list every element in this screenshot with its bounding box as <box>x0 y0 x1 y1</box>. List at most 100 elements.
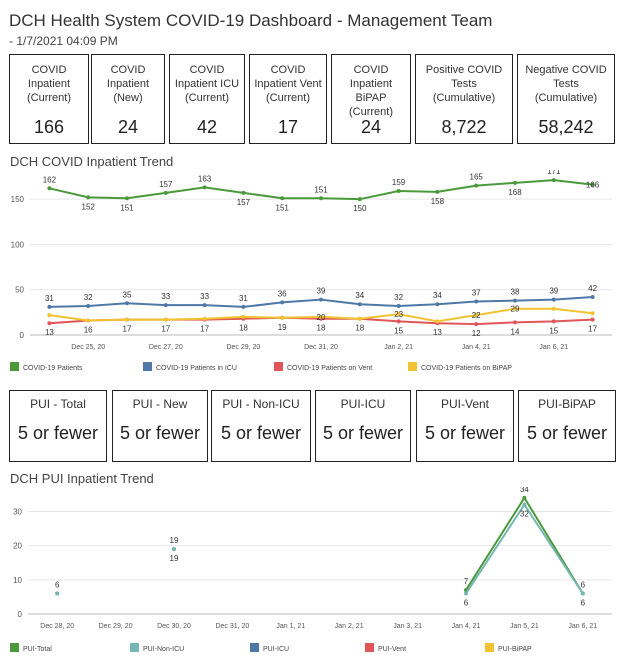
data-point <box>55 591 60 596</box>
legend-label: PUI-Non-ICU <box>143 646 184 653</box>
kpi-label: Positive COVID Tests (Cumulative) <box>425 64 503 104</box>
data-label: 19 <box>170 554 179 563</box>
data-label: 17 <box>200 325 209 334</box>
data-label: 152 <box>82 202 96 211</box>
data-label: 151 <box>276 203 290 212</box>
pui-card: PUI-Vent 5 or fewer <box>416 390 514 462</box>
data-label: 32 <box>84 293 93 302</box>
x-tick-label: Jan 4, 21 <box>462 344 491 351</box>
pui-label: PUI - Total <box>30 397 86 411</box>
kpi-card: COVID Inpatient (Current) 166 <box>9 54 89 144</box>
data-label: 31 <box>45 294 54 303</box>
y-tick-label: 30 <box>13 508 22 517</box>
data-label: 159 <box>392 178 406 187</box>
legend-label: PUI-Total <box>23 646 52 653</box>
kpi-card: COVID Inpatient BiPAP (Current) 24 <box>331 54 411 144</box>
legend-label: COVID-19 Patients in ICU <box>156 365 237 372</box>
kpi-label: Negative COVID Tests (Cumulative) <box>525 64 607 104</box>
y-tick-label: 100 <box>11 240 25 249</box>
y-tick-label: 10 <box>13 576 22 585</box>
x-tick-label: Dec 28, 20 <box>40 623 74 630</box>
data-label: 13 <box>433 328 442 337</box>
data-point <box>172 547 176 552</box>
legend-swatch <box>10 362 19 371</box>
x-tick-label: Dec 31, 20 <box>215 623 249 630</box>
data-label: 6 <box>581 581 586 590</box>
y-tick-label: 20 <box>13 542 22 551</box>
covid-inpatient-trend-chart: 0 50 100 150 Dec 25, 20 Dec 27, 20 Dec 29, 20 D… <box>10 170 612 372</box>
x-tick-label: Dec 29, 20 <box>99 623 133 630</box>
data-label: 32 <box>394 293 403 302</box>
pui-value: 5 or fewer <box>119 423 201 443</box>
data-label: 42 <box>588 284 597 293</box>
data-label: 33 <box>161 292 170 301</box>
legend-swatch <box>274 362 283 371</box>
data-label: 38 <box>511 288 520 297</box>
legend-label: PUI-BiPAP <box>498 646 532 653</box>
kpi-card: COVID Inpatient (New) 24 <box>91 54 165 144</box>
data-label: 6 <box>464 599 469 608</box>
data-label: 7 <box>464 577 469 586</box>
x-tick-label: Dec 30, 20 <box>157 623 191 630</box>
pui-card: PUI - Total 5 or fewer <box>9 390 107 462</box>
pui-label: PUI-BiPAP <box>538 397 596 411</box>
y-tick-label: 50 <box>15 286 24 295</box>
data-label: 157 <box>237 198 251 207</box>
kpi-label: COVID Inpatient ICU (Current) <box>174 64 240 104</box>
data-label: 6 <box>581 599 586 608</box>
data-label: 15 <box>394 326 403 335</box>
kpi-value: 17 <box>277 117 299 137</box>
data-label: 20 <box>317 313 326 322</box>
kpi-value: 58,242 <box>538 117 594 137</box>
data-label: 151 <box>120 203 134 212</box>
data-label: 168 <box>508 188 522 197</box>
data-label: 6 <box>55 581 60 590</box>
x-tick-label: Jan 1, 21 <box>276 623 305 630</box>
x-tick-label: Dec 31, 20 <box>304 344 338 351</box>
series-line <box>49 307 593 323</box>
kpi-label: COVID Inpatient BiPAP (Current) <box>348 64 393 118</box>
legend-label: PUI-ICU <box>263 646 289 653</box>
data-label: 163 <box>198 174 212 183</box>
pui-label: PUI-Vent <box>440 397 490 411</box>
legend-swatch <box>130 643 139 652</box>
x-tick-label: Jan 5, 21 <box>510 623 539 630</box>
legend-label: COVID-19 Patients <box>23 365 83 372</box>
data-label: 37 <box>472 288 481 297</box>
kpi-value: 166 <box>33 117 65 137</box>
x-tick-label: Jan 3, 21 <box>393 623 422 630</box>
data-label: 151 <box>314 185 328 194</box>
data-label: 15 <box>549 326 558 335</box>
data-label: 13 <box>45 328 54 337</box>
data-label: 165 <box>470 173 484 182</box>
data-label: 162 <box>43 175 57 184</box>
data-label: 166 <box>586 181 600 190</box>
data-label: 34 <box>433 291 442 300</box>
data-label: 39 <box>317 287 326 296</box>
y-tick-label: 0 <box>20 331 25 340</box>
data-label: 14 <box>511 327 520 336</box>
legend-label: COVID-19 Patients on BiPAP <box>421 365 512 372</box>
pui-value: 5 or fewer <box>322 423 404 443</box>
pui-value: 5 or fewer <box>17 423 99 443</box>
kpi-label: COVID Inpatient (New) <box>106 64 150 104</box>
kpi-card: Positive COVID Tests (Cumulative) 8,722 <box>415 54 513 144</box>
pui-trend-title: DCH PUI Inpatient Trend <box>10 471 154 486</box>
legend-swatch <box>408 362 417 371</box>
x-tick-label: Dec 29, 20 <box>226 344 260 351</box>
kpi-value: 42 <box>196 117 218 137</box>
pui-value: 5 or fewer <box>526 423 608 443</box>
legend-swatch <box>365 643 374 652</box>
data-label: 158 <box>431 197 445 206</box>
pui-value: 5 or fewer <box>424 423 506 443</box>
data-label: 32 <box>520 510 529 519</box>
data-label: 17 <box>161 325 170 334</box>
series-line <box>465 502 584 595</box>
data-label: 34 <box>355 291 364 300</box>
series-line <box>465 495 584 595</box>
x-tick-label: Jan 4, 21 <box>452 623 481 630</box>
pui-card: PUI-BiPAP 5 or fewer <box>518 390 616 462</box>
legend-label: COVID-19 Patients on Vent <box>287 365 372 372</box>
data-label: 35 <box>123 290 132 299</box>
data-label: 171 <box>547 170 561 176</box>
